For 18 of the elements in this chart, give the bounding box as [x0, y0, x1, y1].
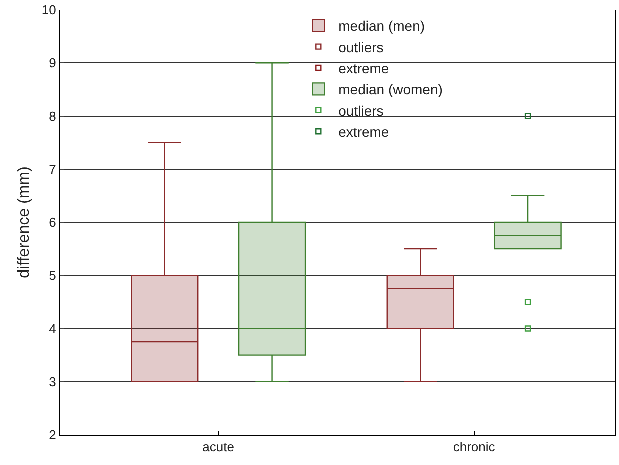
y-tick-label: 6 — [49, 215, 56, 230]
y-tick-label: 4 — [49, 321, 56, 336]
y-tick-label: 2 — [49, 428, 56, 443]
legend-label: median (men) — [338, 18, 426, 34]
x-tick-label: chronic — [453, 440, 496, 455]
y-tick-label: 8 — [49, 108, 56, 124]
y-tick-label: 9 — [49, 56, 56, 71]
legend-label: outliers — [338, 39, 384, 56]
y-axis-title: difference (mm) — [16, 166, 33, 278]
y-tick-label: 3 — [49, 374, 56, 390]
legend-label: extreme — [338, 124, 390, 140]
legend-label: outliers — [338, 102, 384, 119]
legend-label: median (women) — [338, 82, 443, 98]
y-tick-label: 10 — [42, 2, 56, 18]
y-tick-label: 5 — [49, 268, 56, 284]
x-tick-label: acute — [202, 440, 234, 455]
legend-label: extreme — [338, 60, 390, 76]
y-tick-label: 7 — [49, 162, 56, 177]
